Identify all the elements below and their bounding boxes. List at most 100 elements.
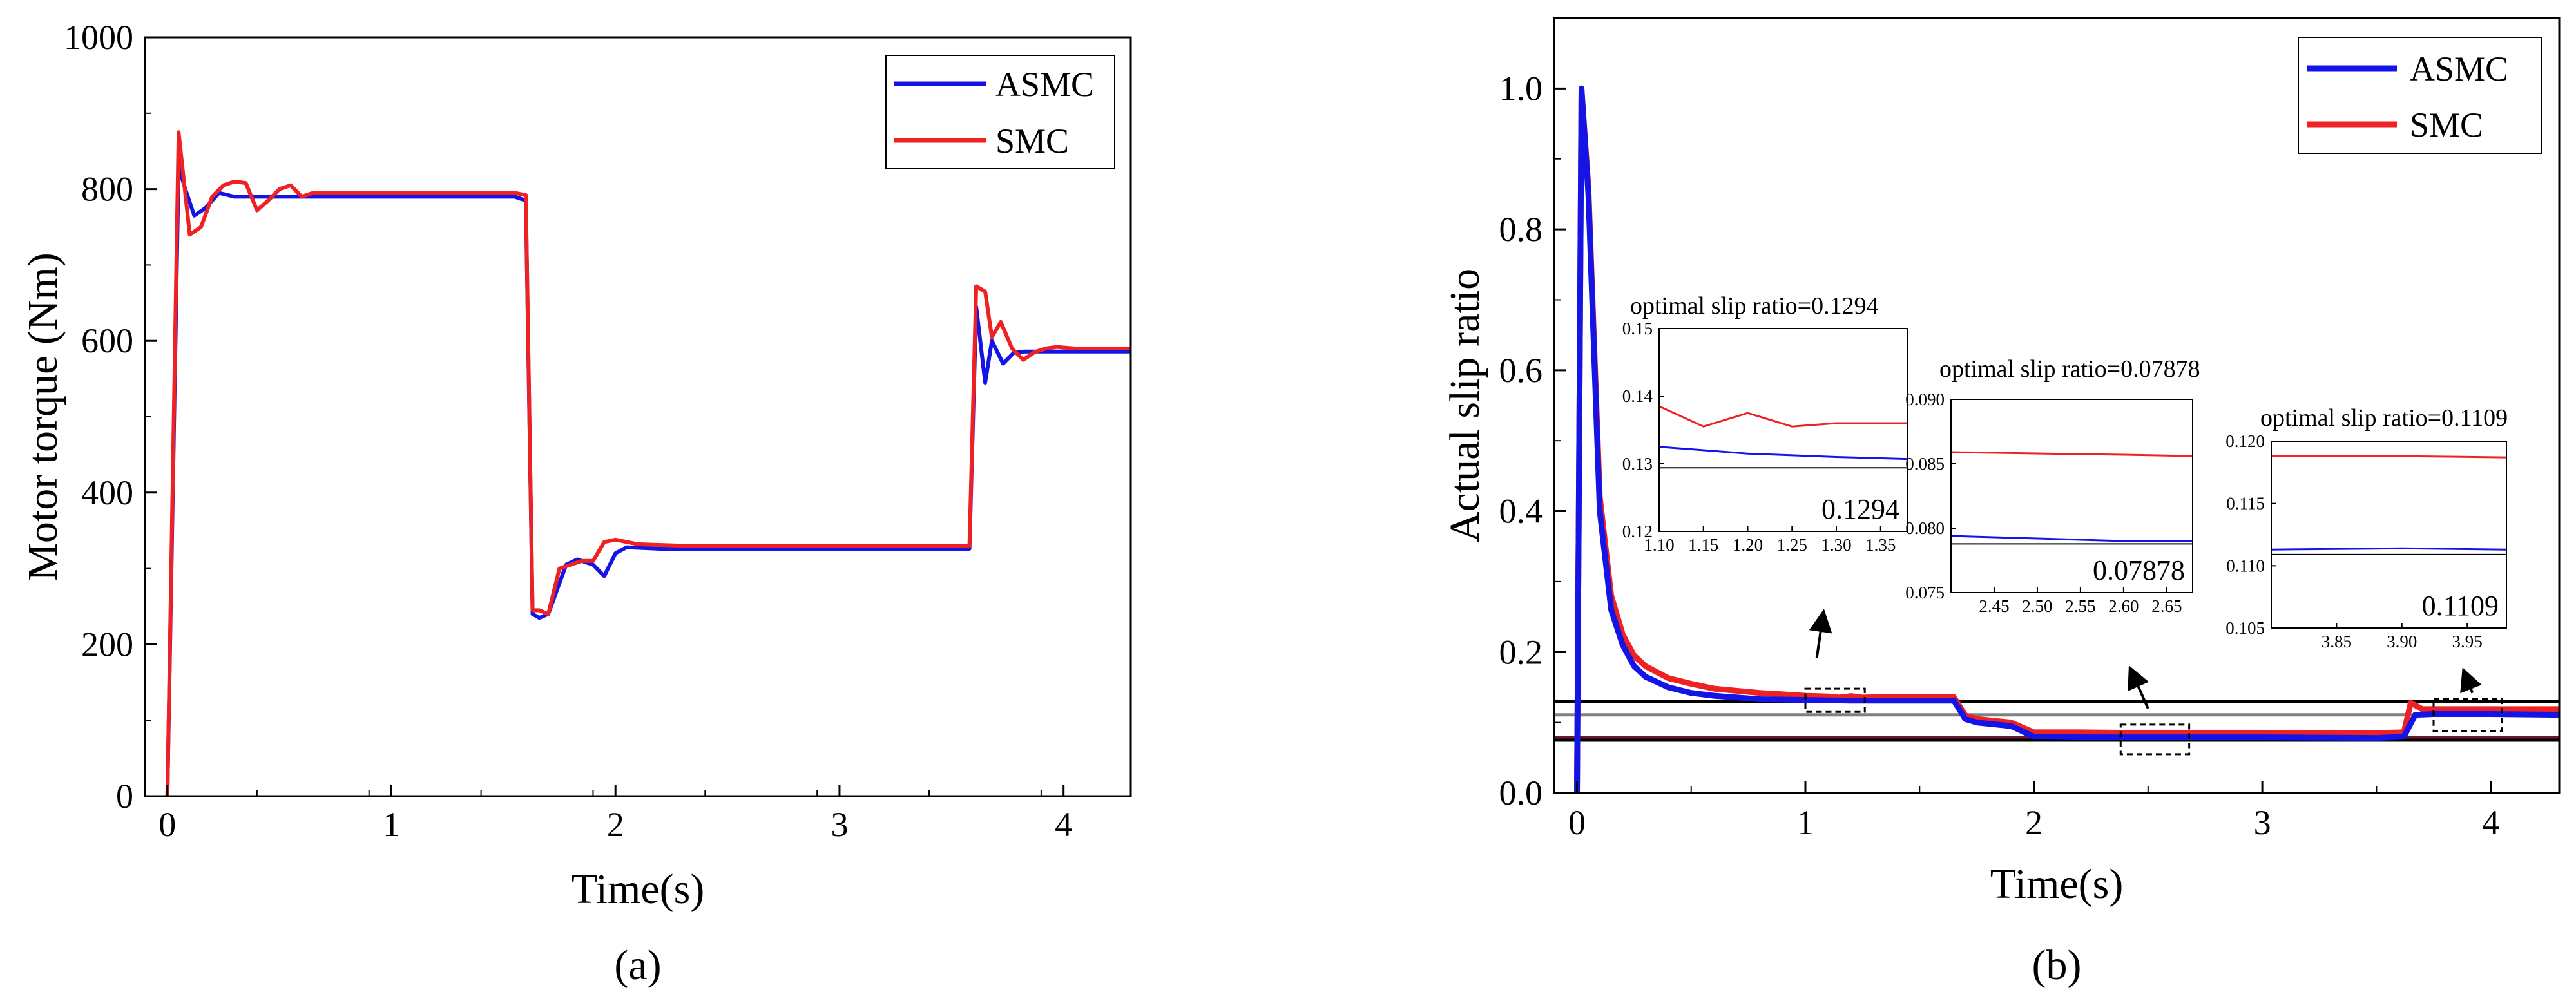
- y-tick-label: 0.8: [1499, 210, 1543, 249]
- chart-b-legend-label-smc: SMC: [2410, 106, 2483, 144]
- chart-b-y-axis-label: Actual slip ratio: [1441, 269, 1488, 542]
- inset-series-asmc: [1659, 446, 1907, 461]
- inset-series-asmc: [2271, 547, 2506, 551]
- x-tick-label: 2: [607, 805, 624, 844]
- inset-x-tick-label: 2.65: [2151, 596, 2182, 616]
- chart-b-inset-2: optimal slip ratio=0.07878 2.45 2.50 2.55 2…: [1905, 356, 2200, 616]
- chart-b-legend-label-asmc: ASMC: [2410, 50, 2508, 88]
- inset-background: [1951, 399, 2193, 593]
- x-tick-label: 0: [1568, 803, 1586, 842]
- inset-frame: [1658, 328, 1908, 532]
- inset-1-plot: 1.10 1.15 1.20 1.25 1.30 1.35 0.12 0.13 0.14 0.15: [1622, 319, 1908, 555]
- chart-panel-b: 0 1 2 3 4 0.0 0.2 0.4 0.6 0.8 1.0 Actual slip rati…: [1441, 17, 2561, 989]
- x-tick-label: 1: [1797, 803, 1814, 842]
- inset-3-title: optimal slip ratio=0.1109: [2260, 405, 2508, 432]
- chart-b-inset-3: optimal slip ratio=0.1109 3.85 3.90 3.95 0.…: [2225, 405, 2508, 651]
- inset-frame: [2271, 441, 2507, 629]
- y-tick-label: 800: [81, 170, 133, 209]
- zoom-box: [1804, 687, 1866, 713]
- x-tick-label: 4: [2482, 803, 2499, 842]
- inset-2-plot: 2.45 2.50 2.55 2.60 2.65 0.075 0.080 0.085 0.090: [1905, 390, 2193, 616]
- series-line-smc: [165, 130, 1131, 796]
- zoom-arrow: [2128, 665, 2149, 709]
- inset-background: [1659, 329, 1907, 531]
- inset-1-value-label: 0.1294: [1821, 493, 1899, 525]
- zoom-arrow: [2460, 667, 2482, 694]
- zoom-box: [2432, 698, 2503, 732]
- series-line-asmc: [165, 164, 1131, 796]
- inset-series-smc: [1951, 451, 2193, 457]
- inset-1-title: optimal slip ratio=0.1294: [1630, 292, 1879, 319]
- inset-x-tick-label: 1.20: [1733, 535, 1763, 555]
- chart-a-legend-box: [885, 55, 1115, 169]
- chart-b-inset-1: optimal slip ratio=0.1294 1.10 1.15 1.20 1.…: [1622, 292, 1908, 555]
- inset-x-tick-label: 3.95: [2452, 632, 2483, 651]
- chart-b-series-layer: [1554, 85, 2559, 793]
- chart-b-ticks: 0 1 2 3 4 0.0 0.2 0.4 0.6 0.8 1.0: [1499, 17, 2499, 842]
- y-tick-label: 0.4: [1499, 492, 1543, 531]
- chart-a-legend-label-smc: SMC: [995, 122, 1069, 160]
- y-tick-label: 200: [81, 625, 133, 663]
- chart-a-legend: ASMC SMC: [885, 55, 1115, 169]
- zoom-box: [2119, 723, 2191, 756]
- y-tick-label: 0.6: [1499, 351, 1543, 390]
- y-tick-label: 1000: [64, 18, 133, 57]
- inset-3-plot: 3.85 3.90 3.95 0.105 0.110 0.115 0.120: [2225, 432, 2507, 651]
- chart-b-x-axis-label: Time(s): [1990, 861, 2124, 908]
- inset-frame: [1950, 399, 2193, 593]
- chart-panel-a: 0 1 2 3 4 0 200 400 600 800 1000 Motor torque (Nm)…: [19, 18, 1132, 989]
- inset-x-tick-label: 2.60: [2108, 596, 2139, 616]
- x-tick-label: 2: [2025, 803, 2043, 842]
- inset-y-tick-label: 0.105: [2225, 618, 2265, 638]
- inset-x-tick-label: 1.25: [1777, 535, 1807, 555]
- chart-a-series-layer: [165, 130, 1131, 796]
- inset-series-layer: [2271, 455, 2506, 555]
- chart-b-caption: (b): [2032, 942, 2082, 989]
- chart-a-ticks: 0 1 2 3 4 0 200 400 600 800 1000: [64, 18, 1072, 844]
- y-tick-label: 1.0: [1499, 69, 1543, 108]
- inset-y-tick-label: 0.075: [1905, 583, 1945, 602]
- x-tick-label: 3: [831, 805, 848, 844]
- y-tick-label: 400: [81, 473, 133, 512]
- chart-a-plot-frame: [144, 36, 1132, 797]
- inset-x-tick-label: 1.35: [1865, 535, 1896, 555]
- chart-a-x-axis-label: Time(s): [572, 866, 705, 913]
- y-tick-label: 600: [81, 321, 133, 360]
- inset-3-value-label: 0.1109: [2422, 590, 2499, 622]
- inset-series-asmc: [1951, 535, 2193, 542]
- inset-x-tick-label: 1.10: [1644, 535, 1674, 555]
- inset-y-tick-label: 0.080: [1905, 519, 1945, 538]
- inset-x-tick-label: 2.50: [2022, 596, 2052, 616]
- x-tick-label: 3: [2254, 803, 2271, 842]
- chart-b-arrows: [1809, 609, 2482, 709]
- inset-background: [2271, 441, 2506, 628]
- inset-y-tick-label: 0.12: [1622, 522, 1653, 541]
- x-tick-label: 0: [159, 805, 176, 844]
- chart-a-y-axis-label: Motor torque (Nm): [19, 253, 66, 581]
- inset-y-tick-label: 0.115: [2226, 494, 2265, 513]
- inset-x-tick-label: 3.90: [2387, 632, 2417, 651]
- inset-x-tick-label: 2.45: [1979, 596, 2009, 616]
- inset-y-tick-label: 0.090: [1905, 390, 1945, 409]
- x-tick-label: 1: [383, 805, 400, 844]
- x-tick-label: 4: [1055, 805, 1072, 844]
- chart-b-legend-box: [2298, 37, 2542, 154]
- y-tick-label: 0: [116, 777, 133, 815]
- inset-x-tick-label: 3.85: [2321, 632, 2352, 651]
- chart-b-zoom-boxes: [1804, 687, 2503, 756]
- zoom-arrow: [1809, 609, 1832, 658]
- inset-series-layer: [1951, 451, 2193, 545]
- inset-y-tick-label: 0.15: [1622, 319, 1653, 338]
- inset-y-tick-label: 0.120: [2225, 432, 2265, 451]
- inset-2-value-label: 0.07878: [2093, 555, 2185, 586]
- inset-x-tick-label: 1.30: [1821, 535, 1851, 555]
- series-line-smc: [1574, 85, 2559, 793]
- inset-y-tick-label: 0.085: [1905, 454, 1945, 473]
- series-line-asmc: [1574, 85, 2559, 793]
- y-tick-label: 0.0: [1499, 774, 1543, 812]
- inset-series-smc: [1659, 405, 1907, 428]
- y-tick-label: 0.2: [1499, 633, 1543, 671]
- inset-x-tick-label: 2.55: [2065, 596, 2095, 616]
- inset-y-tick-label: 0.110: [2226, 556, 2265, 575]
